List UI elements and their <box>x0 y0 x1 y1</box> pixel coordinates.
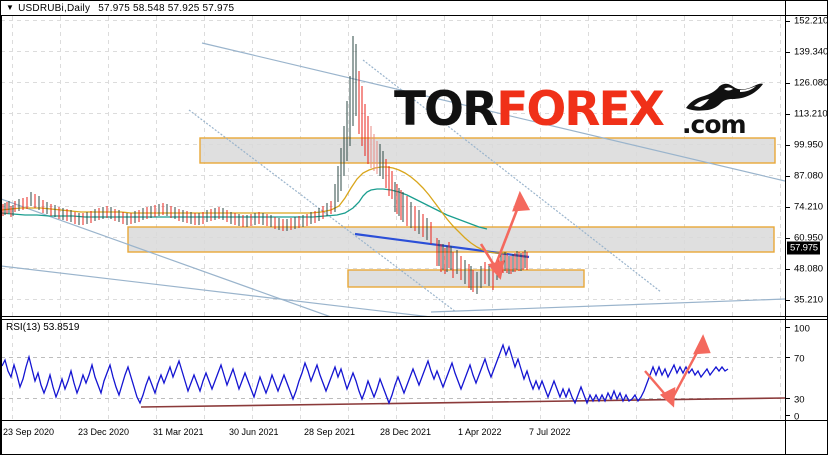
price-chart-panel[interactable] <box>1 16 785 317</box>
dotted-trendline-1 <box>362 59 662 293</box>
rsi-oscillator-line <box>1 342 729 405</box>
left-axis-line <box>1 16 2 455</box>
price-chart-svg <box>1 16 785 317</box>
forecast-down-arrowhead <box>487 260 505 280</box>
symbol-header[interactable]: ▼ USDRUBi,Daily 57.975 58.548 57.925 57.97… <box>6 3 234 14</box>
chevron-down-icon[interactable]: ▼ <box>6 3 15 12</box>
price-label: 152.210 <box>794 15 828 27</box>
price-tick <box>786 114 790 115</box>
rsi-forecast-arrows <box>644 334 711 408</box>
rsi-chart-svg <box>1 319 785 419</box>
date-label: 31 Mar 2021 <box>153 427 204 437</box>
date-axis-scale[interactable]: 23 Sep 2020 23 Dec 2020 31 Mar 2021 30 J… <box>1 421 785 454</box>
forecast-arrows <box>479 190 531 280</box>
date-label: 28 Dec 2021 <box>380 427 432 437</box>
price-label: 87.080 <box>794 170 824 182</box>
price-tick <box>786 83 790 84</box>
upper-resistance-zone <box>199 137 776 164</box>
date-label: 23 Sep 2020 <box>3 427 55 437</box>
price-tick <box>786 207 790 208</box>
price-label: 99.950 <box>794 139 824 151</box>
descending-trendline-2 <box>1 198 332 317</box>
price-tick <box>786 145 790 146</box>
rsi-label: 0 <box>794 411 800 423</box>
rsi-tick <box>786 327 790 328</box>
price-rsi-separator-bottom <box>0 319 828 320</box>
price-tick <box>786 269 790 270</box>
rsi-tick <box>786 357 790 358</box>
price-label: 139.340 <box>794 46 828 58</box>
rsi-axis-scale[interactable]: 100 70 30 0 <box>786 319 827 423</box>
rsi-indicator-header[interactable]: RSI(13) 53.8519 <box>6 322 80 333</box>
rsi-up-arrowhead <box>692 334 711 355</box>
price-tick <box>786 52 790 53</box>
rsi-label: 100 <box>794 323 810 335</box>
price-tick <box>786 300 790 301</box>
date-label: 30 Jun 2021 <box>229 427 279 437</box>
flat-trendline-bottom <box>430 298 785 313</box>
price-label: 74.210 <box>794 201 824 213</box>
price-rsi-separator-top <box>0 316 828 317</box>
price-tick <box>786 21 790 22</box>
rsi-tick <box>786 398 790 399</box>
descending-trendline-1 <box>201 42 785 182</box>
ma-slow-line <box>1 188 488 230</box>
symbol-name: USDRUBi,Daily <box>18 3 91 14</box>
rsi-vertical-gridlines <box>12 319 781 419</box>
candlestick-series <box>2 36 528 294</box>
price-tick <box>786 238 790 239</box>
date-label: 7 Jul 2022 <box>529 427 571 437</box>
price-label: 48.080 <box>794 263 824 275</box>
lower-support-zone <box>347 269 585 288</box>
rsi-chart-panel[interactable] <box>1 319 785 419</box>
rsi-label: 30 <box>794 394 805 406</box>
current-price-badge: 57.975 <box>787 241 820 255</box>
rsi-label: 70 <box>794 353 805 365</box>
forecast-up-arrowhead <box>512 190 531 212</box>
header-separator <box>0 15 828 16</box>
price-axis-scale[interactable]: 152.210 139.340 126.080 113.210 99.950 8… <box>786 15 828 317</box>
price-label: 60.950 <box>794 232 824 244</box>
price-tick <box>786 176 790 177</box>
descending-trendline-3 <box>1 265 432 317</box>
date-label: 1 Apr 2022 <box>458 427 502 437</box>
date-label: 23 Dec 2020 <box>78 427 130 437</box>
rsi-support-trendline <box>140 397 785 408</box>
date-label: 28 Sep 2021 <box>304 427 356 437</box>
rsi-level-lines <box>1 357 785 399</box>
price-label: 35.210 <box>794 294 824 306</box>
rsi-date-separator <box>0 420 828 421</box>
price-label: 113.210 <box>794 108 828 120</box>
ohlc-values: 57.975 58.548 57.925 57.975 <box>98 3 235 14</box>
vertical-axis-line <box>785 0 786 455</box>
rsi-tick <box>786 415 790 416</box>
price-label: 126.080 <box>794 77 828 89</box>
